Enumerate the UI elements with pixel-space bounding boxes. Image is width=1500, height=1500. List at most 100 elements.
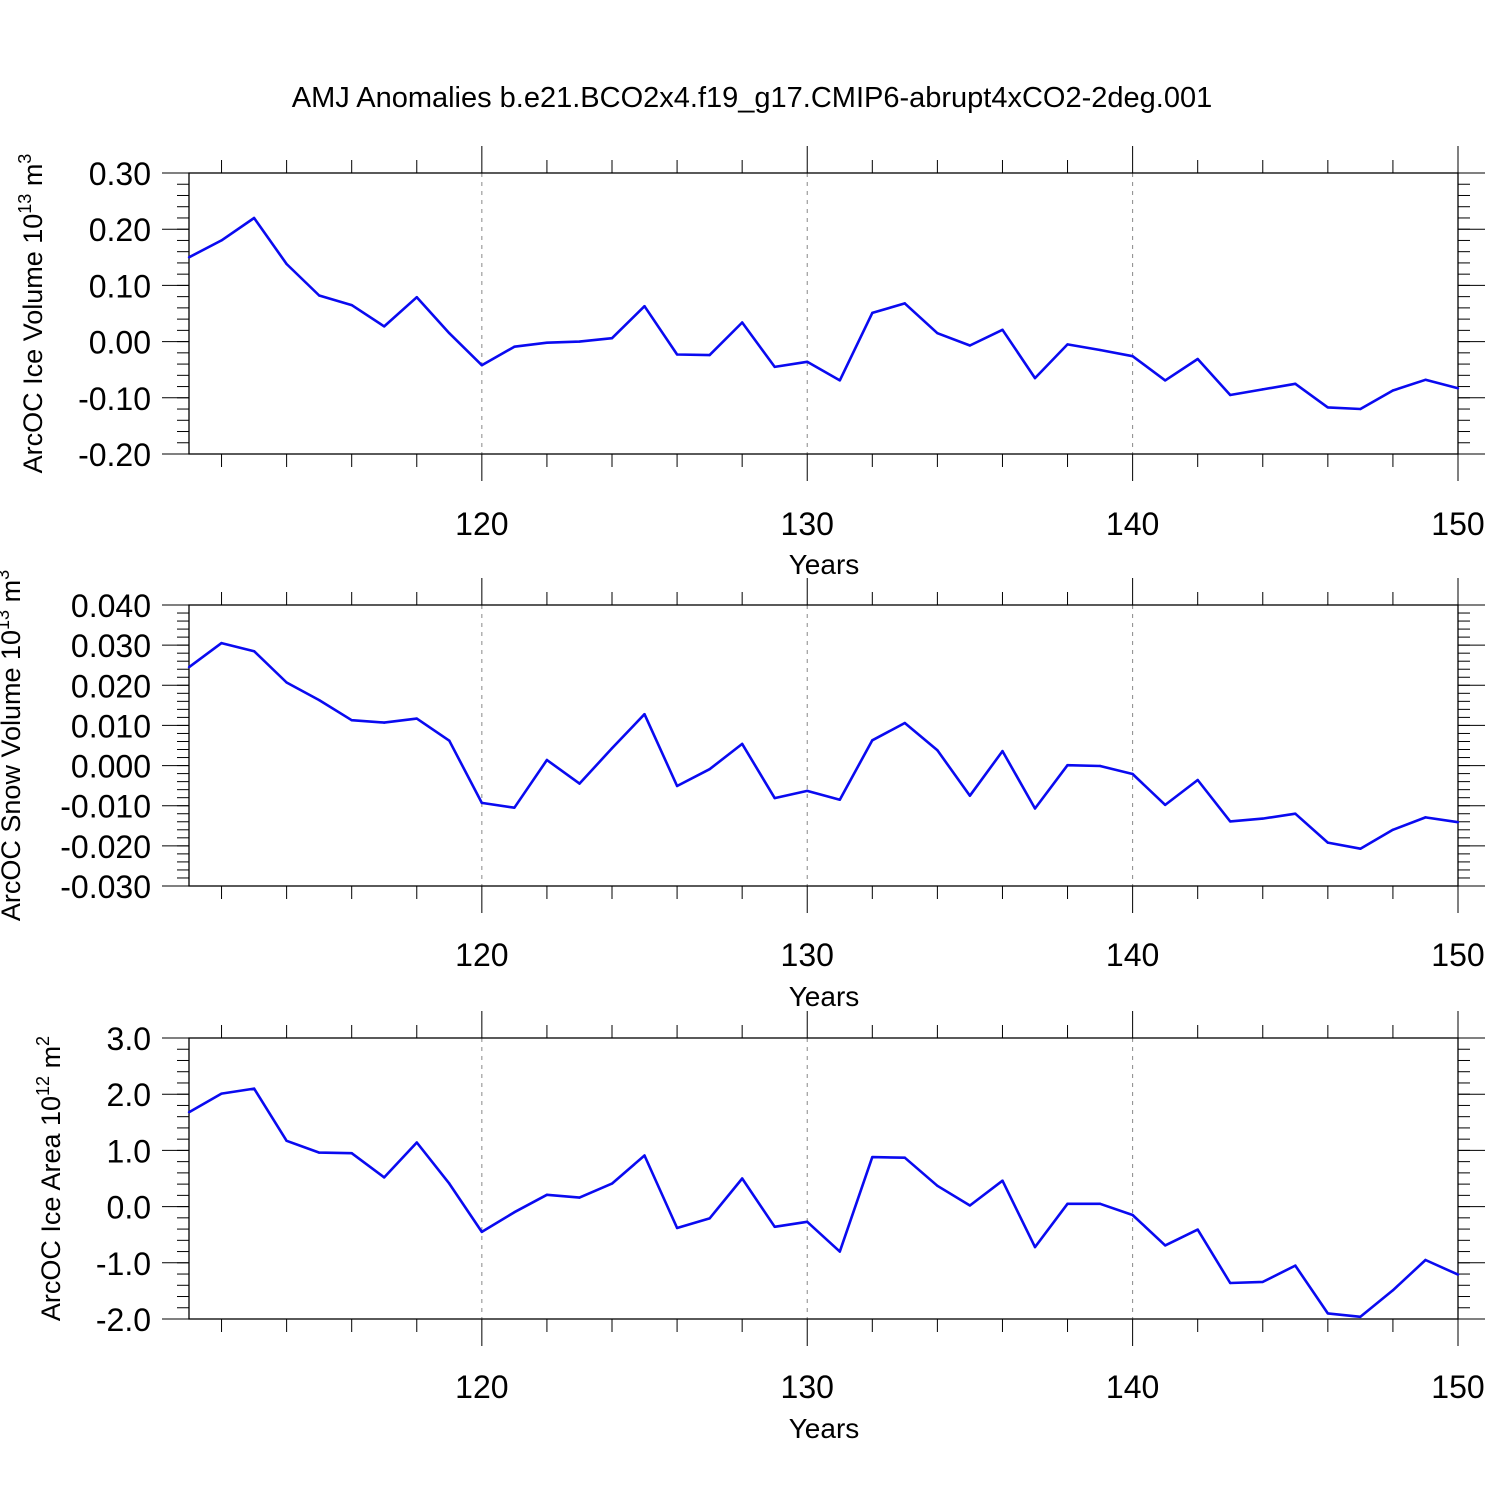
- snow-volume-ytick-label: -0.020: [60, 829, 151, 865]
- ice-area-point: [578, 1196, 581, 1199]
- snow-volume-point: [806, 789, 809, 793]
- snow-volume-ytick-label: -0.010: [60, 789, 151, 825]
- ice-area-point: [903, 1156, 907, 1159]
- ice-area-xtick-label: 140: [1106, 1369, 1159, 1405]
- ice-volume-point: [317, 294, 321, 297]
- snow-volume-point: [675, 784, 679, 788]
- ice-volume-point: [708, 353, 711, 357]
- ice-area-ytick-label: 2.0: [107, 1077, 151, 1113]
- snow-volume-point: [220, 641, 223, 645]
- ice-volume-point: [871, 311, 874, 315]
- snow-volume-point: [936, 749, 939, 752]
- snow-volume-point: [350, 719, 353, 722]
- ice-area-xtick-label: 150: [1431, 1369, 1484, 1405]
- ice-area-point: [643, 1154, 646, 1157]
- ice-volume-point: [252, 216, 256, 220]
- ice-area-point: [1229, 1281, 1232, 1285]
- ice-volume-point: [1163, 379, 1167, 382]
- ice-volume-point: [903, 302, 907, 305]
- ice-area-point: [675, 1226, 679, 1230]
- ice-area-point: [610, 1182, 614, 1185]
- snow-volume-point: [1001, 749, 1004, 753]
- ice-area-point: [1359, 1315, 1362, 1318]
- ice-volume-frame: [188, 172, 1459, 455]
- ice-area-point: [513, 1211, 516, 1214]
- ice-volume-ytick-label: -0.20: [78, 437, 151, 473]
- snow-volume-point: [415, 717, 418, 720]
- ice-volume-point: [513, 345, 516, 348]
- snow-volume-point: [1294, 812, 1297, 815]
- ice-volume-point: [936, 331, 939, 335]
- ice-area-point: [838, 1250, 841, 1253]
- ice-volume-point: [610, 337, 614, 340]
- ice-volume-xtick-label: 130: [781, 506, 834, 542]
- snow-volume-ytick-label: -0.030: [60, 869, 151, 905]
- ice-area-point: [1001, 1179, 1004, 1182]
- snow-volume-ylabel: ArcOC Snow Volume 1013 m3: [0, 570, 26, 921]
- snow-volume-ytick-label: 0.020: [71, 668, 151, 704]
- snow-volume-xtick-label: 150: [1431, 937, 1484, 973]
- ice-area-point: [383, 1176, 386, 1179]
- ice-volume-point: [1066, 343, 1069, 346]
- ice-volume-point: [1131, 355, 1134, 358]
- ice-volume-xtick-label: 150: [1431, 506, 1484, 542]
- ice-area-point: [936, 1184, 939, 1188]
- snow-volume-point: [1098, 764, 1102, 768]
- ice-area-point: [708, 1217, 711, 1220]
- ice-volume-point: [968, 344, 972, 347]
- ice-area-point: [545, 1193, 549, 1196]
- ice-area-xtick-label: 120: [455, 1369, 508, 1405]
- snow-volume-point: [1229, 820, 1232, 823]
- snow-volume-panel: -0.030 -0.020 -0.010 0.000 0.010 0.020 0.030 0.…: [0, 570, 1485, 1012]
- ice-area-point: [806, 1220, 809, 1223]
- ice-area-point: [773, 1225, 776, 1229]
- ice-area-point: [350, 1152, 353, 1155]
- snow-volume-point: [1131, 772, 1134, 776]
- snow-volume-frame: [188, 604, 1459, 887]
- snow-volume-point: [448, 739, 451, 742]
- ice-area-frame: [188, 1037, 1459, 1320]
- snow-volume-point: [1261, 817, 1264, 820]
- ice-volume-ytick-label: -0.10: [78, 381, 151, 417]
- snow-volume-point: [1196, 778, 1199, 782]
- ice-area-point: [740, 1177, 744, 1180]
- snow-volume-point: [480, 801, 484, 805]
- snow-volume-point: [773, 796, 776, 800]
- ice-volume-point: [448, 331, 451, 335]
- snow-volume-xtick-label: 130: [781, 937, 834, 973]
- snow-volume-point: [1456, 820, 1460, 824]
- ice-volume-point: [187, 256, 191, 259]
- ice-volume-ytick-label: 0.10: [89, 268, 151, 304]
- ice-area-ytick-label: 0.0: [107, 1190, 151, 1226]
- ice-area-point: [448, 1182, 451, 1185]
- snow-volume-point: [643, 712, 646, 716]
- snow-volume-point: [708, 767, 711, 771]
- snow-volume-xtick-label: 120: [455, 937, 508, 973]
- snow-volume-point: [871, 739, 874, 742]
- snow-volume-point: [383, 721, 386, 724]
- ice-volume-ylabel: ArcOC Ice Volume 1013 m3: [15, 154, 48, 474]
- snow-volume-ytick-label: 0.000: [71, 749, 151, 785]
- snow-volume-point: [578, 782, 581, 785]
- snow-volume-xtick-label: 140: [1106, 937, 1159, 973]
- ice-area-point: [285, 1139, 288, 1143]
- ice-volume-ytick-label: 0.20: [89, 212, 151, 248]
- ice-area-ytick-label: 3.0: [107, 1021, 151, 1057]
- ice-area-panel: -2.0 -1.0 0.0 1.0 2.0 3.0 120 130 140 150 Years Arc…: [33, 1011, 1485, 1444]
- ice-volume-point: [1261, 388, 1264, 391]
- snow-volume-point: [285, 681, 288, 684]
- ice-area-point: [871, 1155, 874, 1159]
- snow-volume-ytick-label: 0.010: [71, 708, 151, 744]
- ice-volume-point: [545, 341, 549, 344]
- ice-volume-xtick-label: 120: [455, 506, 508, 542]
- ice-volume-ytick-label: 0.30: [89, 156, 151, 192]
- chart-title: AMJ Anomalies b.e21.BCO2x4.f19_g17.CMIP6…: [292, 82, 1212, 114]
- chart-panels: -0.20 -0.10 0.00 0.10 0.20 0.30 120 130 140 150 Ye…: [0, 146, 1485, 1444]
- ice-area-series-line: [188, 1087, 1459, 1319]
- ice-area-ytick-label: -2.0: [96, 1302, 151, 1338]
- snow-volume-series-line: [188, 641, 1459, 851]
- ice-area-point: [1163, 1244, 1167, 1247]
- ice-area-point: [1131, 1213, 1134, 1217]
- ice-volume-point: [675, 353, 679, 356]
- snow-volume-point: [968, 794, 972, 797]
